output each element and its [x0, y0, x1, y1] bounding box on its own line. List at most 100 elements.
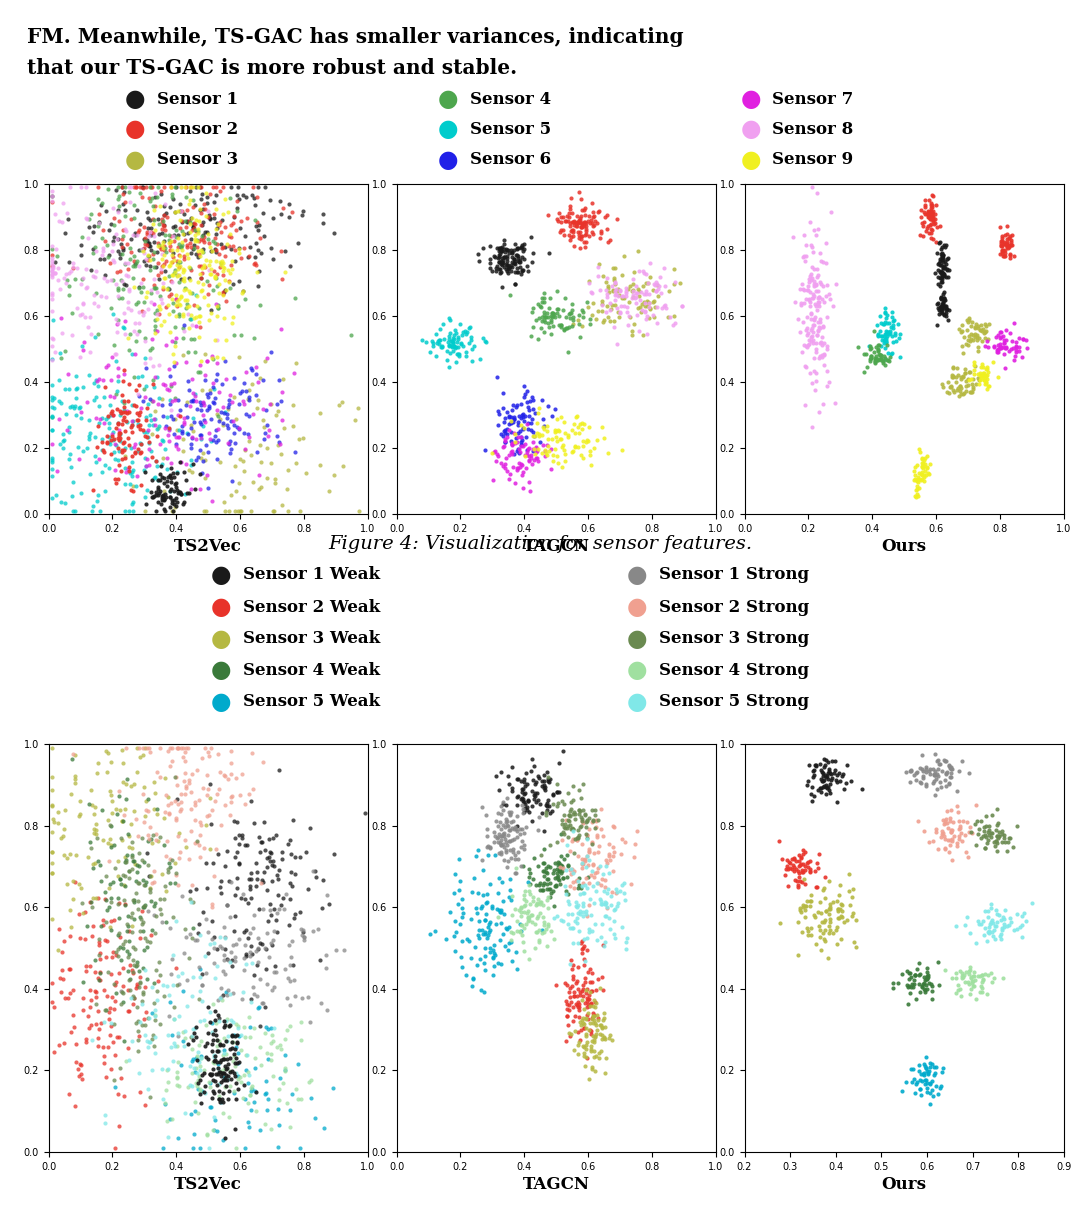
Point [497, 935, 514, 955]
Point [497, 448, 514, 467]
Point [206, 266, 224, 286]
Point [917, 195, 934, 214]
Point [505, 819, 523, 839]
Point [187, 1027, 204, 1047]
Point [129, 410, 146, 430]
Point [210, 1008, 227, 1027]
Point [924, 211, 942, 230]
Point [107, 991, 124, 1010]
Point [210, 1054, 227, 1073]
Point [963, 313, 981, 333]
Point [285, 363, 302, 382]
Point [885, 318, 902, 338]
Point [178, 235, 195, 254]
Point [80, 1018, 97, 1037]
Point [497, 240, 514, 259]
Point [187, 479, 204, 499]
Point [820, 768, 837, 788]
Point [168, 259, 186, 278]
Point [165, 1009, 183, 1028]
Point [656, 296, 673, 316]
Point [194, 392, 212, 411]
Point [211, 244, 228, 264]
Point [959, 313, 976, 333]
Point [556, 817, 573, 836]
Point [503, 431, 521, 450]
Point [1002, 231, 1020, 250]
Point [146, 905, 163, 924]
Point [264, 980, 281, 999]
Point [275, 419, 293, 438]
Point [559, 806, 577, 825]
Point [94, 430, 111, 449]
Point [135, 293, 152, 312]
Point [208, 405, 226, 425]
Point [791, 857, 808, 876]
Point [211, 1062, 228, 1082]
Point [937, 298, 955, 317]
Point [647, 276, 664, 295]
Point [200, 742, 217, 761]
Point [1003, 225, 1021, 244]
Point [576, 213, 593, 232]
Point [909, 467, 927, 486]
Point [624, 287, 642, 306]
Point [216, 402, 233, 421]
Point [130, 855, 147, 875]
Point [822, 771, 839, 790]
Point [597, 892, 615, 911]
Point [215, 348, 232, 368]
Point [903, 978, 920, 997]
Point [159, 1060, 176, 1079]
Point [780, 876, 797, 895]
Point [586, 914, 604, 933]
Point [178, 244, 195, 264]
Point [136, 462, 153, 482]
Point [171, 824, 188, 843]
Point [634, 277, 651, 296]
Point [125, 989, 143, 1008]
Point [183, 782, 200, 801]
Point [512, 442, 529, 461]
Point [806, 220, 823, 240]
Point [163, 272, 180, 292]
Point [260, 947, 278, 967]
Point [555, 220, 572, 240]
Point [168, 463, 186, 483]
Point [184, 1077, 201, 1096]
Point [107, 469, 124, 489]
Point [282, 947, 299, 967]
Point [259, 881, 276, 900]
Point [1014, 329, 1031, 348]
Point [255, 872, 272, 892]
Point [516, 799, 534, 818]
Point [973, 368, 990, 387]
Point [519, 791, 537, 811]
Point [110, 946, 127, 966]
Point [848, 910, 865, 929]
Point [801, 296, 819, 316]
Point [161, 280, 178, 299]
Point [220, 271, 238, 290]
Point [87, 983, 105, 1002]
Point [238, 944, 255, 963]
Point [53, 828, 70, 847]
Point [492, 425, 510, 444]
Point [156, 768, 173, 788]
Point [572, 214, 590, 234]
Point [616, 247, 633, 266]
Point [163, 253, 180, 272]
Point [177, 1021, 194, 1041]
Point [966, 976, 983, 996]
Point [87, 1015, 105, 1035]
Point [955, 385, 972, 404]
Point [211, 927, 228, 946]
Point [797, 289, 814, 309]
Point [509, 439, 526, 459]
Point [216, 1039, 233, 1059]
Point [513, 926, 530, 945]
Point [226, 1026, 243, 1045]
Point [505, 241, 523, 260]
Point [646, 275, 663, 294]
Point [513, 466, 530, 485]
